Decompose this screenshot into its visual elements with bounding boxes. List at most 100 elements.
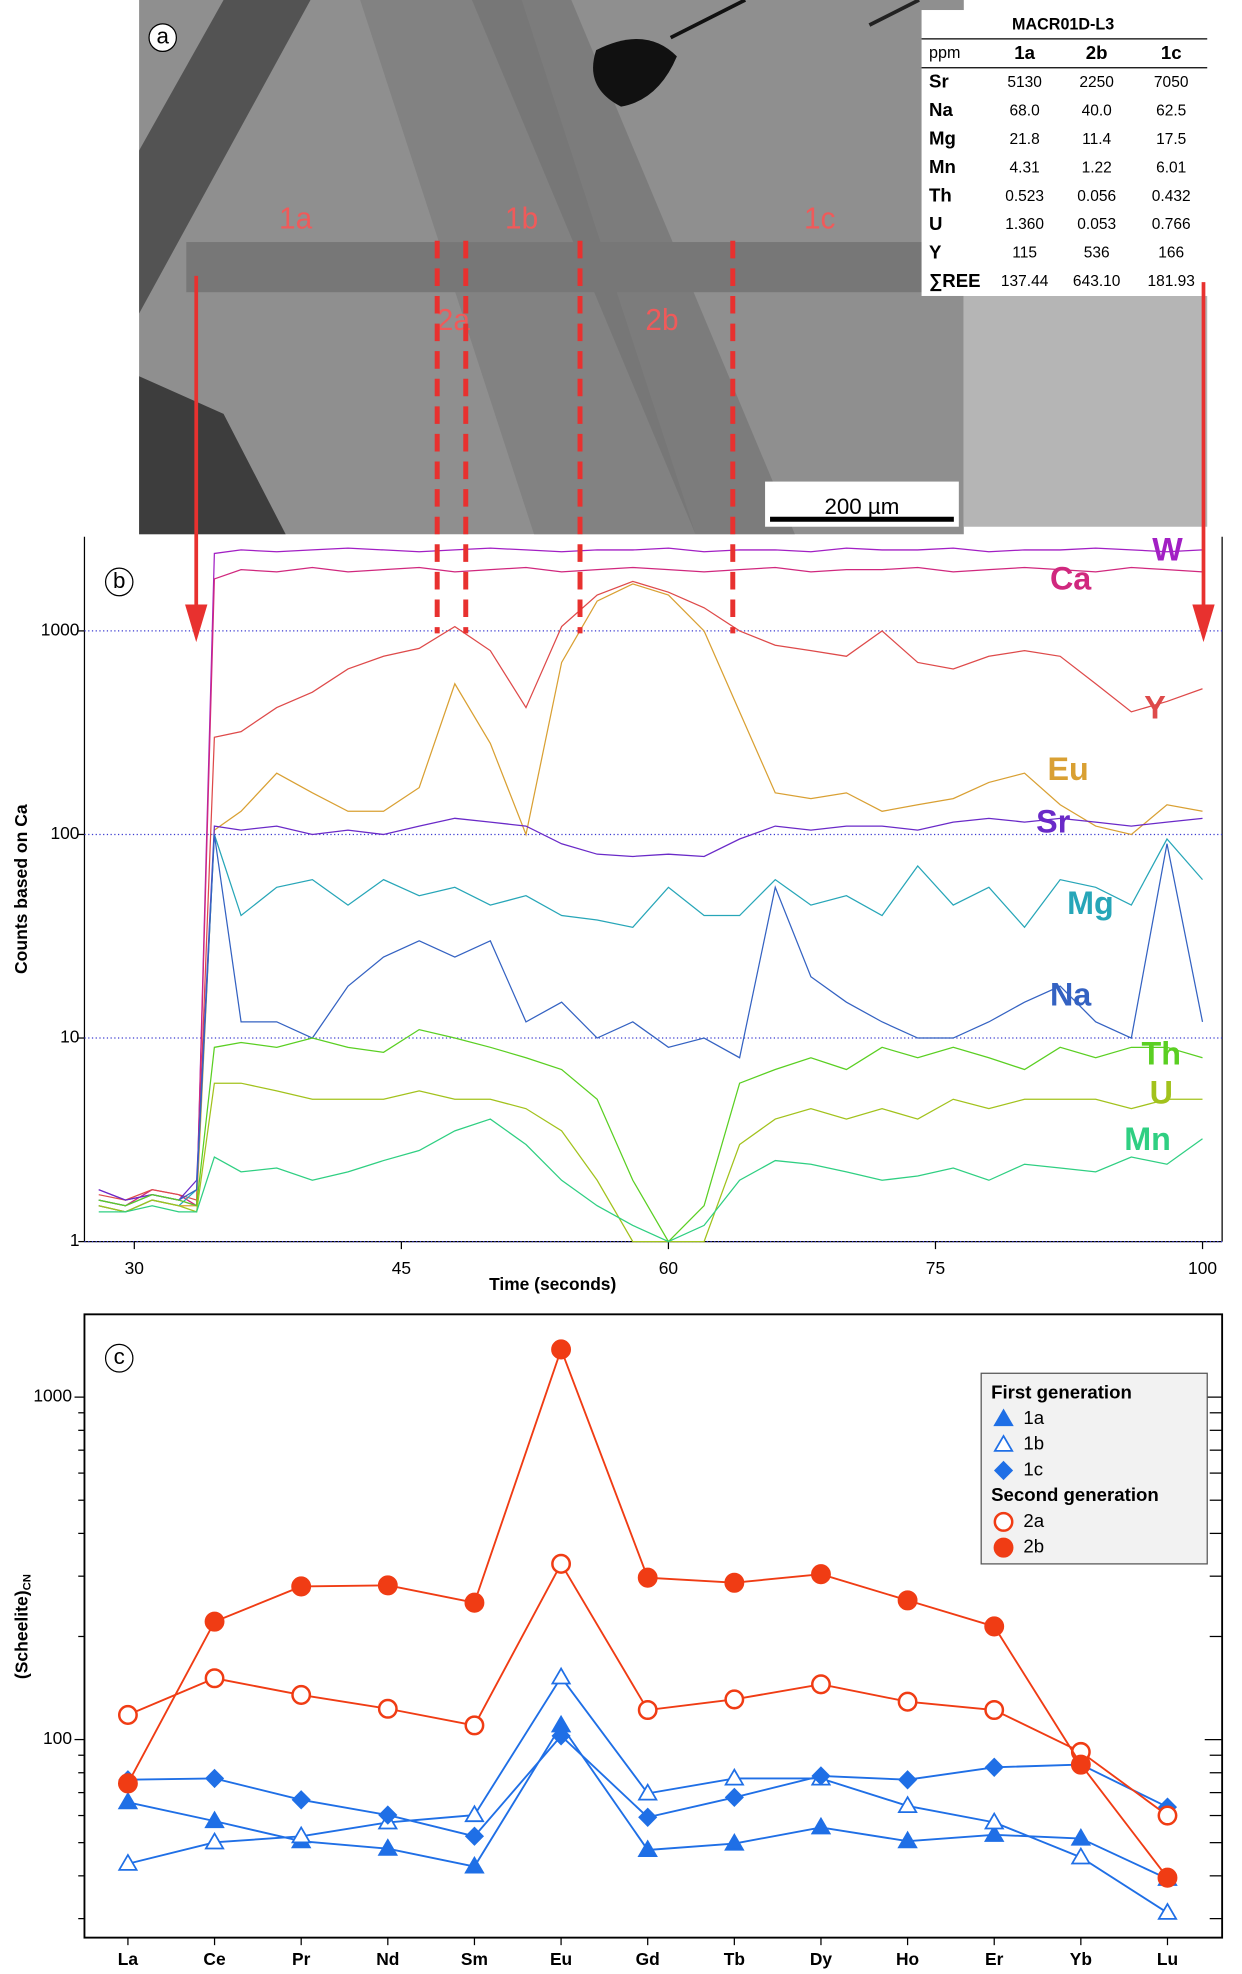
panel-badge	[148, 23, 177, 53]
table-row-label: Mn	[929, 156, 956, 177]
marker	[291, 1576, 312, 1597]
y-axis-label: Counts based on Ca	[11, 804, 31, 974]
marker	[984, 1824, 1005, 1842]
marker	[551, 1339, 572, 1360]
series-line	[98, 566, 1203, 1207]
series-line	[98, 817, 1203, 1201]
plot-frame	[83, 1313, 1224, 1939]
series-line	[127, 1561, 1169, 1817]
series-line	[98, 1082, 1203, 1243]
y-tick-label: 1	[70, 1230, 80, 1250]
marker	[550, 1666, 572, 1685]
table-cell: 166	[1158, 245, 1184, 262]
marker	[117, 1773, 138, 1794]
marker	[897, 1795, 918, 1813]
table-cell: 115	[1012, 245, 1037, 262]
legend-marker	[993, 1537, 1014, 1558]
table-row-label: ∑REE	[929, 270, 981, 292]
marker	[117, 1853, 139, 1871]
table-cell: 40.0	[1082, 102, 1113, 119]
series-label: W	[1152, 531, 1183, 567]
panel-label: a	[156, 23, 169, 48]
panel-label: c	[114, 1344, 125, 1369]
x-axis-label: Time (seconds)	[489, 1274, 616, 1294]
series-label: Eu	[1047, 751, 1088, 787]
x-tick-label: Yb	[1070, 1949, 1092, 1969]
legend-marker	[993, 1460, 1014, 1481]
table-cell: 2250	[1079, 74, 1114, 91]
series-label: Mg	[1067, 885, 1114, 921]
legend-marker	[993, 1511, 1014, 1532]
marker	[204, 1810, 225, 1829]
marker	[1157, 1805, 1178, 1826]
table-cell: 4.31	[1010, 159, 1040, 176]
x-tick-label: Nd	[376, 1949, 399, 1969]
x-tick-label: 100	[1188, 1258, 1217, 1278]
legend-label: 1b	[1023, 1433, 1044, 1454]
zone-label: 1c	[804, 203, 835, 236]
series-line	[98, 547, 1203, 1207]
marker	[464, 1826, 485, 1846]
marker	[638, 1807, 658, 1827]
marker	[464, 1592, 485, 1613]
zone-label: 1b	[505, 203, 538, 236]
ree-chart: c 100 1000 La Ce Pr Nd Sm Eu Gd Tb Dy Ho Er Yb Lu (Schee…	[11, 1313, 1224, 1969]
x-tick-label: Gd	[636, 1949, 660, 1969]
legend-heading: First generation	[991, 1381, 1132, 1402]
marker	[551, 1553, 572, 1574]
marker	[378, 1805, 398, 1825]
marker	[204, 1831, 225, 1850]
panel-badge	[104, 1343, 134, 1373]
table-cell: 21.8	[1010, 131, 1040, 148]
series-label: Ca	[1050, 560, 1092, 596]
marker	[898, 1770, 918, 1790]
marker	[637, 1699, 658, 1721]
x-tick-label: Ho	[896, 1949, 919, 1969]
marker	[637, 1567, 658, 1588]
x-tick-label: 60	[659, 1258, 679, 1278]
series-label: Th	[1142, 1035, 1181, 1071]
table-cell: 11.4	[1082, 131, 1111, 148]
x-tick-label: 45	[392, 1258, 411, 1278]
legend-box	[980, 1372, 1208, 1565]
series-label: Na	[1050, 977, 1092, 1013]
y-tick-label: 10	[60, 1027, 80, 1047]
table-header: 2b	[1086, 42, 1108, 63]
marker	[897, 1691, 918, 1712]
marker	[811, 1674, 831, 1695]
y-tick-label: 1000	[33, 1386, 72, 1406]
legend-label: 1c	[1023, 1458, 1043, 1479]
marker	[724, 1787, 744, 1808]
marker	[551, 1726, 571, 1746]
x-tick-label: 30	[125, 1258, 145, 1278]
sem-image	[139, 0, 1208, 535]
series-line	[98, 1028, 1203, 1243]
y-tick-label: 1000	[41, 619, 80, 639]
table-cell: 0.766	[1152, 216, 1191, 233]
table-cell: 7050	[1154, 74, 1189, 91]
legend-label: 1a	[1023, 1407, 1044, 1428]
arrow-head	[1192, 604, 1215, 643]
table-row-label: Th	[929, 185, 952, 206]
marker	[117, 1704, 138, 1725]
x-tick-label: Ce	[203, 1949, 226, 1969]
series-label: Mn	[1124, 1121, 1171, 1157]
x-tick-label: Er	[985, 1949, 1004, 1969]
marker	[811, 1766, 831, 1786]
y-axis-label: (Scheelite)CN	[11, 1574, 33, 1679]
table-cell: 5130	[1007, 74, 1042, 91]
series-line	[98, 583, 1203, 1213]
y-axis-label-main: (Scheelite)	[11, 1590, 31, 1679]
series-label: Y	[1144, 689, 1166, 725]
marker	[204, 1768, 225, 1789]
table-cell: 0.056	[1077, 188, 1116, 205]
table-cell: 643.10	[1073, 273, 1121, 290]
table-header: ppm	[929, 44, 960, 62]
marker	[1070, 1828, 1092, 1846]
series-line	[98, 1118, 1203, 1243]
marker	[204, 1668, 225, 1689]
table-row-label: Sr	[929, 71, 949, 92]
table-title: MACR01D-L3	[1012, 15, 1114, 33]
table-cell: 137.44	[1001, 273, 1049, 290]
